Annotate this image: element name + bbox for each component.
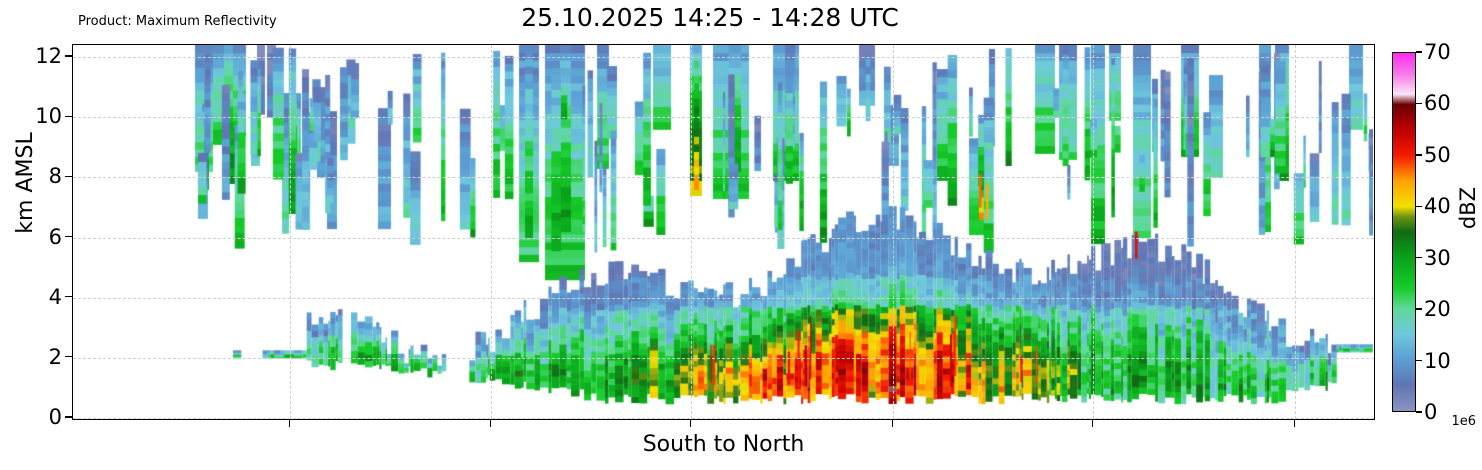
gridline-horizontal [73, 177, 1374, 179]
colorbar [1392, 52, 1416, 412]
colorbar-tick-mark [1416, 359, 1422, 362]
gridline-horizontal [73, 297, 1374, 300]
gridline-vertical [1295, 45, 1297, 419]
product-label: Product: Maximum Reflectivity [78, 14, 277, 29]
colorbar-tick-label: 50 [1424, 142, 1451, 167]
x-tick-mark [1092, 420, 1094, 427]
page-title: 25.10.2025 14:25 - 14:28 UTC [521, 3, 899, 32]
y-tick-mark [65, 235, 72, 238]
gridline-horizontal [73, 237, 1374, 240]
y-tick-label: 8 [48, 164, 62, 189]
y-tick-label: 10 [35, 104, 62, 129]
colorbar-tick-label: 70 [1424, 40, 1451, 64]
y-tick-mark [65, 296, 72, 298]
x-axis-label: South to North [642, 432, 805, 457]
colorbar-tick-label: 40 [1424, 194, 1451, 219]
y-tick-label: 0 [48, 405, 62, 429]
y-tick-label: 4 [48, 284, 62, 309]
colorbar-tick-mark [1416, 51, 1422, 53]
colorbar-tick-label: 20 [1424, 297, 1451, 322]
x-tick-mark [690, 420, 692, 427]
gridline-horizontal [73, 357, 1374, 360]
y-axis-label: km AMSL [13, 132, 38, 234]
colorbar-tick-mark [1416, 102, 1422, 105]
y-tick-mark [65, 55, 72, 57]
x-tick-mark [892, 420, 894, 427]
colorbar-tick-mark [1416, 205, 1422, 207]
colorbar-tick-label: 0 [1424, 400, 1438, 424]
colorbar-tick-mark [1416, 257, 1422, 259]
colorbar-tick-mark [1416, 308, 1422, 310]
x-tick-mark [289, 420, 291, 427]
colorbar-tick-label: 30 [1424, 245, 1451, 270]
colorbar-tick-label: 10 [1424, 348, 1451, 373]
x-tick-mark [1294, 420, 1296, 427]
colorbar-label: dBZ [1456, 186, 1480, 230]
y-tick-mark [65, 416, 72, 418]
reflectivity-heatmap [73, 45, 1373, 418]
y-tick-mark [65, 175, 72, 177]
colorbar-gradient [1392, 52, 1416, 412]
y-tick-mark [65, 115, 72, 117]
colorbar-tick-mark [1416, 411, 1422, 413]
colorbar-tick-label: 60 [1424, 91, 1451, 116]
gridline-horizontal [73, 57, 1374, 59]
gridline-vertical [893, 45, 895, 419]
colorbar-tick-mark [1416, 154, 1422, 156]
gridline-vertical [1093, 45, 1095, 419]
x-axis-offset-label: 1e6 [1451, 414, 1476, 429]
gridline-horizontal [73, 418, 1374, 419]
y-tick-label: 2 [48, 344, 62, 369]
y-tick-label: 12 [35, 44, 62, 69]
plot-area [72, 44, 1375, 420]
y-tick-mark [65, 356, 72, 358]
gridline-vertical [290, 45, 292, 419]
gridline-vertical [491, 45, 493, 419]
x-tick-mark [490, 420, 492, 427]
gridline-vertical [691, 45, 693, 419]
gridline-horizontal [73, 117, 1374, 119]
y-tick-label: 6 [48, 224, 62, 249]
